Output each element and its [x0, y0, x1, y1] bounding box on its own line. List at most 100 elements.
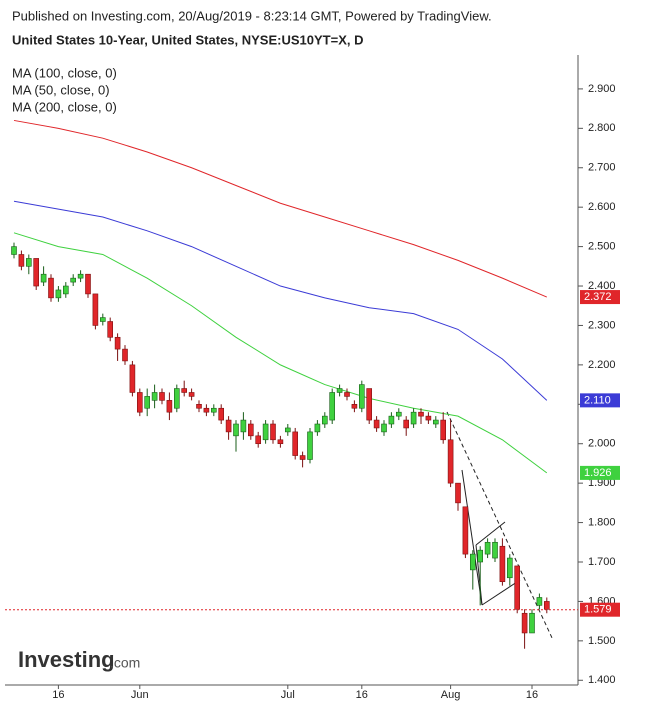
y-tick-label: 2.200 — [588, 359, 616, 371]
chart-title: United States 10-Year, United States, NY… — [12, 32, 363, 47]
x-tick-label: 16 — [52, 689, 64, 701]
candle-body — [196, 403, 202, 409]
candle-body — [521, 612, 528, 634]
price-tag — [580, 465, 620, 480]
candle-body — [55, 289, 62, 299]
candle-body — [25, 258, 32, 267]
candle-body — [33, 258, 40, 287]
candle-body — [477, 549, 484, 563]
candle-body — [18, 254, 25, 267]
candle-body — [462, 506, 469, 555]
candle-body — [514, 565, 521, 610]
price-tag-label: 1.579 — [584, 604, 612, 616]
candle-body — [455, 482, 461, 504]
candle-body — [381, 423, 387, 433]
y-tick-label: 2.000 — [588, 438, 616, 450]
candle-body — [159, 392, 165, 401]
candle-body — [62, 285, 69, 295]
watermark-suffix: .com — [110, 655, 140, 671]
price-tag-label: 2.110 — [584, 394, 611, 406]
candle-body — [321, 415, 328, 425]
candle-body — [373, 419, 380, 429]
price-tag-label: 1.926 — [584, 467, 612, 479]
candle-body — [48, 277, 54, 299]
candle-body — [166, 400, 173, 413]
candle-body — [506, 557, 513, 579]
y-tick-label: 1.900 — [588, 477, 616, 489]
y-tick-label: 1.800 — [588, 516, 616, 528]
legend-entry: MA (200, close, 0) — [12, 99, 117, 114]
candle-body — [122, 348, 128, 362]
candle-body — [432, 419, 439, 425]
candle-body — [366, 388, 373, 421]
candle-body — [543, 601, 550, 610]
candle-body — [536, 597, 543, 606]
candle-body — [218, 407, 224, 421]
candle-body — [240, 419, 247, 433]
y-tick-label: 1.700 — [588, 556, 616, 568]
candle-body — [299, 455, 306, 460]
candle-body — [440, 419, 447, 441]
candle-body — [425, 415, 432, 421]
candle-body — [388, 415, 395, 425]
ma-line — [13, 232, 548, 474]
trend-line — [475, 544, 483, 606]
y-tick-label: 2.300 — [588, 319, 616, 331]
y-tick-label: 2.900 — [588, 83, 616, 95]
x-tick-label: Jul — [281, 689, 295, 701]
candle-body — [277, 439, 284, 445]
price-tag — [580, 290, 620, 305]
candle-body — [151, 392, 158, 401]
price-tag — [580, 602, 620, 617]
ma-line — [13, 200, 548, 401]
candle-body — [529, 612, 535, 634]
candle-body — [492, 541, 498, 559]
candle-body — [137, 392, 143, 413]
candle-body — [107, 321, 113, 338]
candle-body — [314, 423, 321, 433]
candle-body — [395, 411, 402, 417]
candle-body — [403, 419, 410, 429]
legend-entry: MA (100, close, 0) — [12, 65, 117, 80]
watermark: Investing — [18, 647, 115, 672]
header: Published on Investing.com, 20/Aug/2019 … — [12, 8, 492, 23]
candle-body — [129, 364, 136, 393]
x-tick-label: Jun — [131, 689, 149, 701]
trend-lines — [446, 411, 554, 641]
candle-body — [255, 435, 261, 445]
candle-body — [100, 317, 106, 322]
candle-body — [40, 273, 47, 283]
candle-body — [284, 427, 291, 433]
candle-body — [307, 431, 313, 460]
trend-line — [461, 469, 483, 606]
y-tick-label: 2.500 — [588, 241, 616, 253]
candle-body — [203, 407, 210, 413]
candle-body — [188, 392, 195, 397]
x-tick-label: 16 — [526, 689, 538, 701]
candle-body — [248, 423, 254, 437]
candle-body — [92, 293, 99, 326]
price-tag — [580, 393, 620, 408]
candle-body — [11, 246, 17, 255]
candle-body — [225, 419, 232, 433]
candle-body — [85, 273, 91, 295]
candle-body — [270, 423, 276, 441]
y-tick-label: 1.500 — [588, 635, 616, 647]
candle-body — [410, 411, 417, 425]
candle-body — [329, 392, 336, 421]
candle-body — [336, 388, 343, 393]
candle-body — [469, 553, 476, 571]
y-tick-label: 1.400 — [588, 674, 616, 686]
candle-body — [144, 396, 150, 409]
candle-body — [77, 273, 84, 279]
candle-body — [233, 423, 239, 437]
y-tick-label: 2.400 — [588, 280, 616, 292]
y-tick-label: 2.700 — [588, 162, 616, 174]
candle-body — [262, 423, 269, 441]
ma-line — [13, 119, 547, 298]
trend-line — [475, 521, 506, 546]
y-tick-label: 2.800 — [588, 122, 616, 134]
candle-body — [499, 545, 506, 583]
candle-body — [351, 403, 358, 409]
